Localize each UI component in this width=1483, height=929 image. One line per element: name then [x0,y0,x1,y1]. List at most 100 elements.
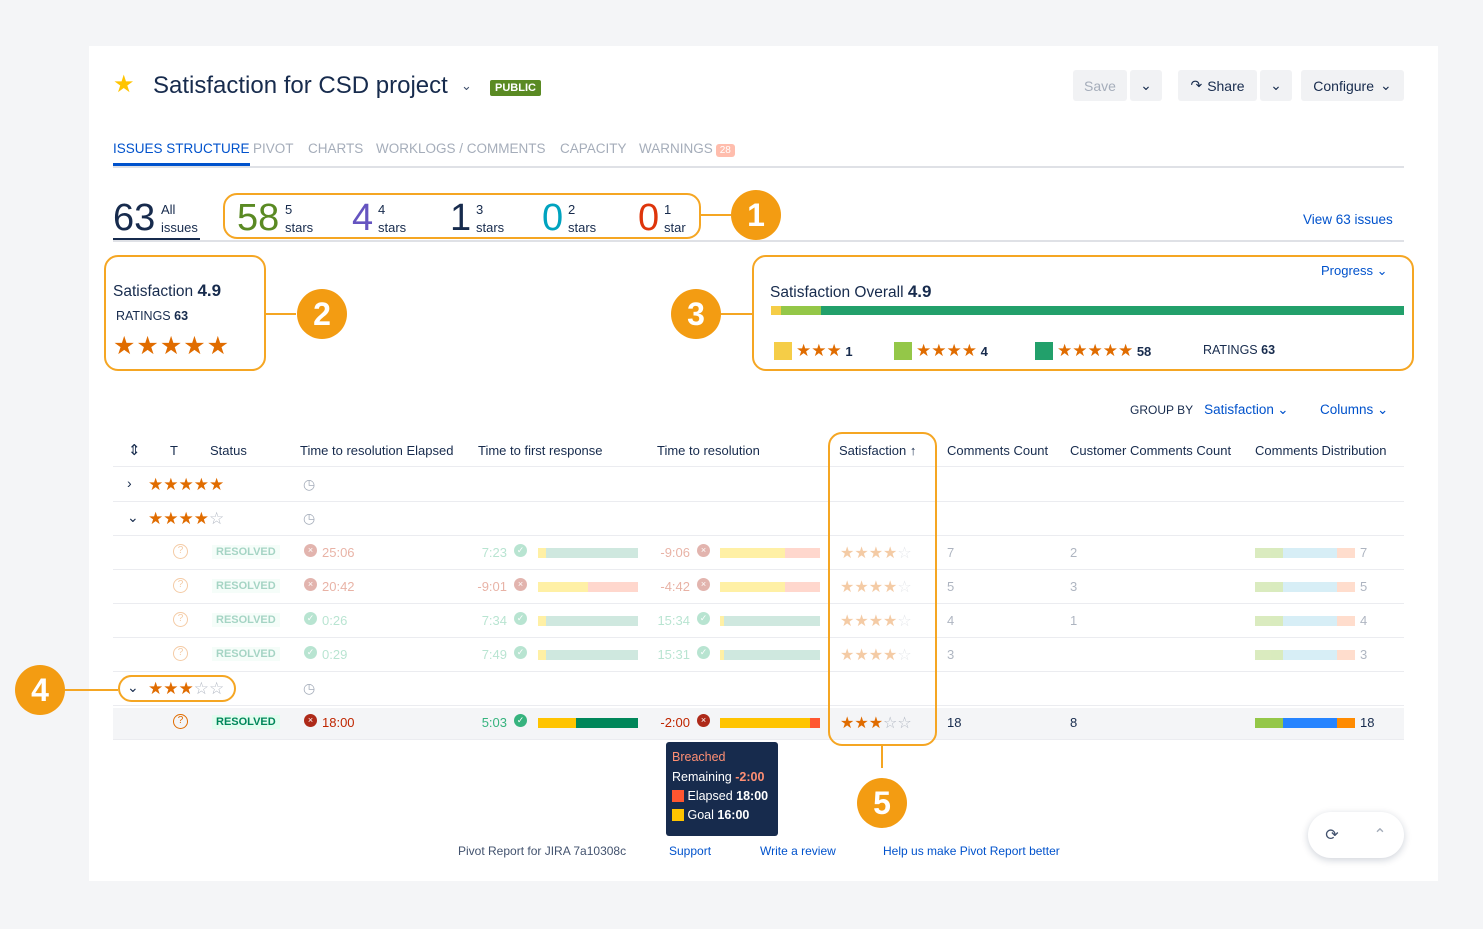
star-group-unit: stars [285,220,314,235]
customer-comments-count: 3 [1070,579,1078,594]
customer-comments-count: 8 [1070,715,1078,730]
chevron-down-icon[interactable]: ⌄ [127,509,139,525]
chevron-down-icon: ⌄ [1140,77,1152,93]
issues-label: issues [161,220,198,235]
chevron-down-icon: ⌄ [1377,402,1389,417]
share-icon: ↷ [1190,77,1203,93]
header-time-to-resolution-elapsed[interactable]: Time to resolution Elapsed [300,443,454,458]
group-by-label: GROUP BY [1130,403,1194,417]
question-icon: ? [173,578,188,593]
overall-label: Satisfaction Overall [770,284,904,301]
write-review-link[interactable]: Write a review [760,844,836,858]
chevron-right-icon[interactable]: › [127,475,132,491]
save-dropdown-button[interactable]: ⌄ [1130,70,1162,101]
floating-actions: ⟳ ⌃ [1308,812,1404,858]
star-group-count: 0 [542,197,564,239]
tab-issues-structure[interactable]: ISSUES STRUCTURE [113,141,250,166]
goal-label: Goal [687,808,714,822]
satisfaction-stars: ★★★★☆ [840,647,912,664]
star-favorite-icon[interactable]: ★ [113,71,135,98]
status-lozenge: RESOLVED [212,579,280,593]
resolution-value: 15:31 [657,647,690,662]
overall-ratings-label: RATINGS [1203,343,1258,357]
group-row-3-stars[interactable]: ⌄ ★★★☆☆ ◷ [113,674,1404,704]
chevron-down-icon[interactable]: ⌄ [461,78,472,93]
share-dropdown-button[interactable]: ⌄ [1260,70,1292,101]
refresh-icon[interactable]: ⟳ [1325,827,1339,844]
header-comments-distribution[interactable]: Comments Distribution [1255,443,1387,458]
error-circle-icon: × [304,578,317,591]
configure-button[interactable]: Configure ⌄ [1301,70,1404,101]
header-type[interactable]: T [170,443,178,458]
star-group-3[interactable]: 1 3 stars [450,197,540,237]
star-group-count: 4 [352,197,374,239]
table-row[interactable]: ? RESOLVED × 20:42 -9:01 × -4:42 × ★★★★☆ 5 3 5 [0,572,1483,602]
goal-swatch [672,809,684,821]
resolution-bar [720,548,820,558]
comments-distribution-value: 7 [1360,545,1368,560]
save-button[interactable]: Save [1073,70,1127,101]
tab-worklogs-comments[interactable]: WORKLOGS / COMMENTS [376,141,546,156]
first-response-value: 5:03 [481,715,507,730]
table-row[interactable]: ? RESOLVED ✓ 0:29 7:49 ✓ 15:31 ✓ ★★★★☆ 3 3 [0,640,1483,670]
header-customer-comments-count[interactable]: Customer Comments Count [1070,443,1232,458]
header-satisfaction[interactable]: Satisfaction ↑ [839,443,916,458]
overall-ratings-value: 63 [1261,343,1276,357]
satisfaction-stars: ★★★★★ [113,332,231,360]
view-issues-link[interactable]: View 63 issues [1303,212,1393,227]
share-button[interactable]: ↷ Share [1178,70,1257,101]
header-time-to-resolution[interactable]: Time to resolution [657,443,760,458]
star-group-2[interactable]: 0 2 stars [542,197,632,237]
satisfaction-stars: ★★★★☆ [840,545,912,562]
ratings-value: 63 [174,309,189,323]
chevron-down-icon[interactable]: ⌄ [127,679,139,695]
comments-count: 18 [947,715,962,730]
progress-dropdown[interactable]: Progress ⌄ [1321,263,1388,279]
ratings-label: RATINGS [116,309,171,323]
callout-box-4 [118,675,236,702]
support-link[interactable]: Support [669,844,712,858]
resolution-bar [720,616,820,626]
star-group-5[interactable]: 58 5 stars [237,197,327,237]
tab-warnings[interactable]: WARNINGS 28 [639,141,735,157]
footer-version: Pivot Report for JIRA 7a10308c [458,844,627,858]
legend-item: ★★★★★ 58 [1035,341,1151,361]
comments-distribution-bar [1255,548,1355,558]
comments-count: 4 [947,613,955,628]
check-circle-icon: ✓ [697,646,710,659]
header-time-to-first-response[interactable]: Time to first response [478,443,603,458]
star-group-4[interactable]: 4 4 stars [352,197,442,237]
callout-line-1 [701,214,731,216]
chevron-down-icon: ⌄ [1379,77,1392,93]
group-row-4-stars[interactable]: ⌄ ★★★★☆ ◷ [113,504,1404,534]
check-circle-icon: ✓ [304,646,317,659]
first-response-bar [538,548,638,558]
table-row[interactable]: ? RESOLVED × 25:06 7:23 ✓ -9:06 × ★★★★☆ 7 2 7 [0,538,1483,568]
chevron-up-icon[interactable]: ⌃ [1373,827,1387,844]
help-link[interactable]: Help us make Pivot Report better [883,844,1060,858]
callout-5: 5 [857,778,907,828]
star-group-count: 1 [450,197,472,239]
satisfaction-stars: ★★★★☆ [840,579,912,596]
header-comments-count[interactable]: Comments Count [947,443,1049,458]
table-row[interactable]: ? RESOLVED × 18:00 5:03 ✓ -2:00 × ★★★☆☆ 18 8 18 [0,708,1483,739]
progress-segment [781,306,821,315]
group-stars: ★★★★☆ [148,509,225,528]
all-issues-filter[interactable]: 63 All issues [113,197,200,241]
columns-dropdown[interactable]: Columns ⌄ [1320,402,1388,418]
question-icon: ? [173,544,188,559]
table-row[interactable]: ? RESOLVED ✓ 0:26 7:34 ✓ 15:34 ✓ ★★★★☆ 4 1 4 [0,606,1483,636]
header-status[interactable]: Status [210,443,247,458]
legend-item: ★★★ 1 [774,341,853,361]
sort-expand-icon[interactable]: ⇕ [128,442,141,459]
tab-charts[interactable]: CHARTS [308,141,364,156]
tab-pivot[interactable]: PIVOT [253,141,294,156]
group-row-5-stars[interactable]: › ★★★★★ ◷ [113,470,1404,500]
group-by-control[interactable]: GROUP BY Satisfaction ⌄ [1130,402,1289,418]
check-circle-icon: ✓ [514,646,527,659]
first-response-value: 7:49 [481,647,507,662]
star-group-1[interactable]: 0 1 star [638,197,728,237]
legend-stars: ★★★★★ [1057,341,1134,360]
public-badge: PUBLIC [490,80,541,96]
tab-capacity[interactable]: CAPACITY [560,141,627,156]
